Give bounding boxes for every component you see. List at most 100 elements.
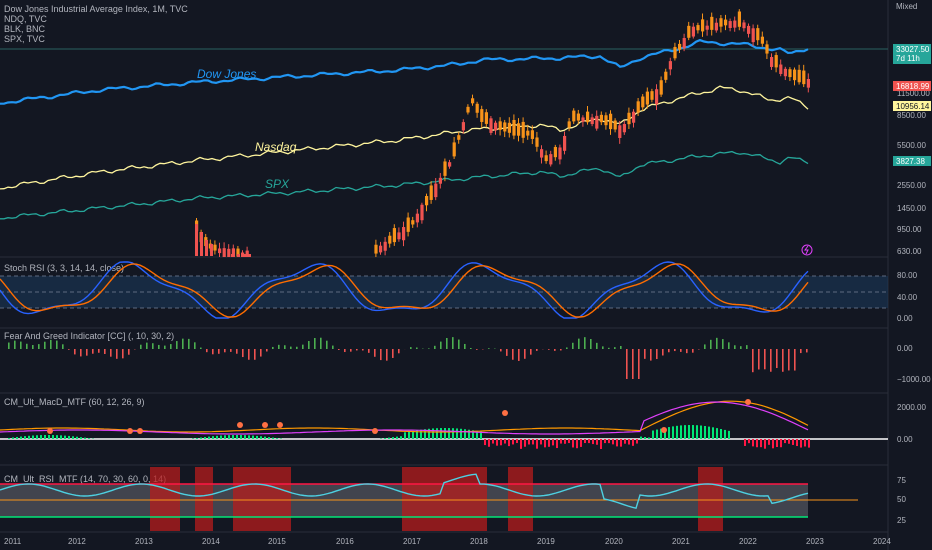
fear-greed-bar — [356, 349, 358, 351]
fear-greed-bar — [710, 339, 712, 349]
macd-histogram-bar — [200, 437, 202, 439]
macd-histogram-bar — [692, 425, 694, 439]
macd-histogram-bar — [88, 438, 90, 439]
rsi-tick: 75 — [897, 476, 906, 485]
fear-greed-bar — [98, 349, 100, 353]
macd-histogram-bar — [656, 429, 658, 439]
fear-greed-bar — [182, 338, 184, 349]
macd-histogram-bar — [464, 429, 466, 439]
scale-mode-label: Mixed — [896, 2, 917, 11]
candle-body — [756, 28, 760, 41]
macd-histogram-bar — [628, 439, 630, 445]
macd-histogram-bar — [776, 439, 778, 447]
candle-body — [392, 228, 396, 243]
candle-body — [576, 113, 580, 121]
macd-histogram-bar — [660, 428, 662, 439]
fear-greed-bar — [338, 349, 340, 350]
candle-body — [673, 46, 677, 59]
fear-greed-bar — [398, 349, 400, 354]
price-axis-tick: 5500.00 — [897, 141, 926, 150]
candle-body — [507, 122, 511, 133]
macd-histogram-bar — [384, 438, 386, 439]
candle-body — [471, 98, 475, 104]
macd-histogram-bar — [216, 435, 218, 439]
candle-body — [701, 19, 705, 32]
macd-histogram-bar — [244, 435, 246, 439]
fear-greed-bar — [278, 344, 280, 349]
macd-histogram-bar — [420, 429, 422, 439]
candle-body — [737, 11, 741, 27]
candle-body — [567, 121, 571, 128]
fear-greed-bar — [644, 349, 646, 359]
macd-histogram-bar — [484, 439, 486, 446]
candle-body — [227, 248, 231, 257]
candle-body — [429, 185, 433, 200]
candle-body — [627, 112, 631, 125]
fear-greed-bar — [218, 349, 220, 354]
price-badge-label: 10956.14 — [896, 102, 930, 111]
candle-body — [484, 112, 488, 124]
macd-histogram-bar — [432, 428, 434, 439]
fear-greed-bar — [302, 344, 304, 349]
macd-histogram-bar — [536, 439, 538, 449]
time-axis-label: 2016 — [336, 537, 354, 546]
macd-tick: 2000.00 — [897, 403, 926, 412]
candle-body — [466, 106, 470, 113]
candle-body — [553, 147, 557, 158]
rsi-tick: 25 — [897, 516, 906, 525]
macd-cross-marker — [127, 428, 133, 434]
macd-histogram-bar — [620, 439, 622, 447]
macd-histogram-bar — [12, 437, 14, 439]
fear-greed-bar — [536, 349, 538, 351]
fear-greed-bar — [758, 349, 760, 370]
macd-cross-marker — [262, 422, 268, 428]
lightning-icon — [801, 244, 813, 256]
candle-body — [710, 16, 714, 30]
candle-body — [420, 204, 424, 221]
fear-greed-bar — [32, 345, 34, 349]
candle-body — [475, 103, 479, 113]
legend-entry: NDQ, TVC — [4, 14, 47, 24]
candle-body — [728, 21, 732, 29]
stoch-tick: 0.00 — [897, 314, 913, 323]
fear-greed-bar — [140, 344, 142, 349]
candle-body — [521, 121, 525, 138]
macd-histogram-bar — [472, 430, 474, 439]
macd-histogram-bar — [748, 439, 750, 444]
macd-histogram-bar — [480, 431, 482, 439]
candle-body — [452, 142, 456, 157]
time-axis-label: 2020 — [605, 537, 623, 546]
fear-greed-bar — [458, 339, 460, 349]
candle-body — [742, 22, 746, 29]
fear-greed-bar — [272, 346, 274, 349]
candle-body — [724, 19, 728, 26]
fear-greed-bar — [434, 345, 436, 349]
macd-histogram-bar — [672, 426, 674, 439]
time-axis-label: 2021 — [672, 537, 690, 546]
candle-body — [622, 124, 626, 133]
fear-greed-bar — [728, 342, 730, 349]
fear-greed-bar — [110, 349, 112, 357]
macd-histogram-bar — [548, 439, 550, 447]
macd-histogram-bar — [80, 437, 82, 439]
macd-histogram-bar — [640, 436, 642, 439]
time-axis-label: 2024 — [873, 537, 891, 546]
candle-body — [374, 244, 378, 254]
macd-histogram-bar — [684, 425, 686, 439]
candle-body — [243, 254, 246, 257]
fear-greed-bar — [368, 349, 370, 353]
macd-histogram-bar — [436, 428, 438, 439]
time-axis-label: 2012 — [68, 537, 86, 546]
candle-body — [590, 117, 594, 125]
macd-histogram-bar — [664, 427, 666, 439]
fear-greed-bar — [806, 349, 808, 353]
fear-greed-bar — [530, 349, 532, 355]
fear-greed-bar — [476, 349, 478, 350]
macd-histogram-bar — [700, 425, 702, 439]
candle-body — [751, 28, 755, 43]
rsi-overbought-zone — [150, 467, 180, 531]
fear-greed-bar — [260, 349, 262, 357]
macd-histogram-bar — [492, 439, 494, 444]
fear-greed-bar — [452, 337, 454, 349]
